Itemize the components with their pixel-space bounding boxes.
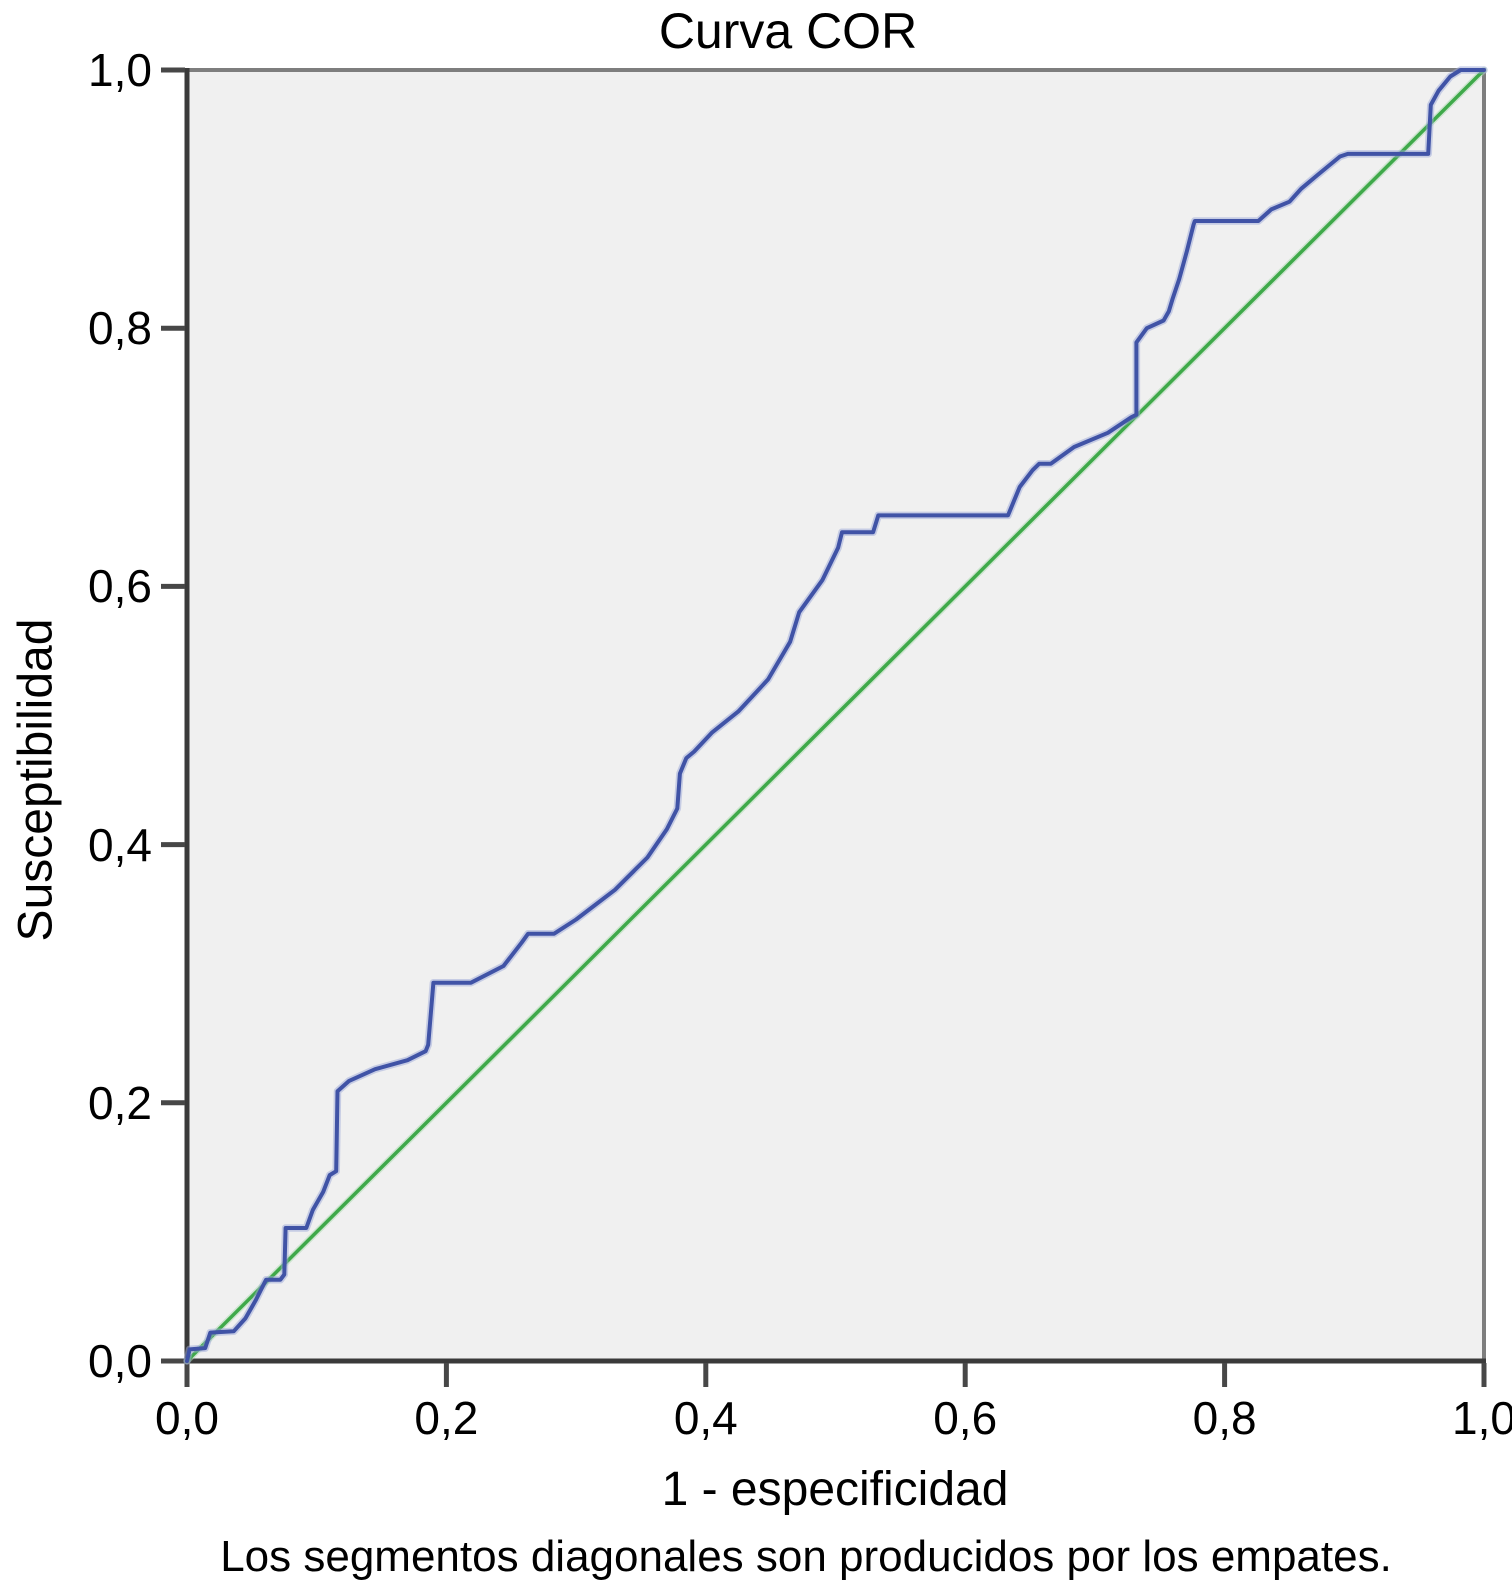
y-tick-label: 0,0 bbox=[88, 1335, 152, 1387]
caption: Los segmentos diagonales son producidos … bbox=[220, 1532, 1392, 1581]
x-tick-label: 0,2 bbox=[414, 1392, 479, 1444]
x-tick-label: 0,4 bbox=[673, 1392, 738, 1444]
y-tick-label: 0,6 bbox=[88, 560, 152, 613]
y-tick-label: 1,0 bbox=[88, 44, 152, 96]
reference-line bbox=[185, 68, 1486, 1363]
y-tick-label: 0,2 bbox=[88, 1076, 152, 1129]
x-tick-label: 1,0 bbox=[1452, 1392, 1512, 1444]
y-axis-label: Susceptibilidad bbox=[9, 618, 63, 942]
y-tick-label: 0,8 bbox=[88, 302, 152, 355]
x-tick-label: 0,6 bbox=[933, 1392, 998, 1444]
y-tick-label: 0,4 bbox=[88, 818, 152, 871]
chart-title: Curva COR bbox=[658, 3, 918, 59]
x-tick-label: 0,0 bbox=[155, 1392, 219, 1444]
x-axis-label: 1 - especificidad bbox=[661, 1463, 1009, 1516]
x-tick-label: 0,8 bbox=[1192, 1392, 1257, 1444]
roc-line bbox=[185, 68, 1486, 1363]
